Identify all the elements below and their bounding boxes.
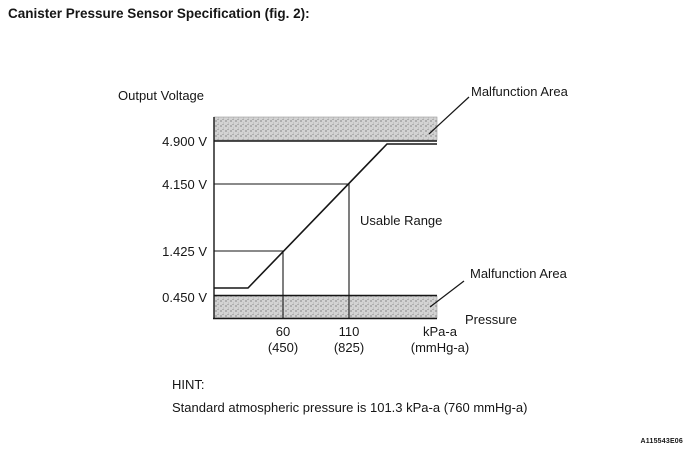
pointer-line-malfunction-top — [428, 96, 470, 135]
y-tick-4150: 4.150 V — [162, 177, 207, 192]
x-tick-60: 60 — [275, 324, 291, 339]
malfunction-band-top — [213, 116, 438, 141]
x-unit-mmhg: (mmHg-a) — [410, 340, 470, 355]
y-tick-1425: 1.425 V — [162, 244, 207, 259]
x-tick-110: 110 — [338, 324, 360, 339]
x-tick-450: (450) — [267, 340, 299, 355]
malfunction-area-label-bottom: Malfunction Area — [470, 266, 567, 281]
malfunction-area-label-top: Malfunction Area — [471, 84, 568, 99]
y-axis-title: Output Voltage — [118, 88, 205, 103]
figure-code: A115543E06 — [640, 438, 683, 445]
x-unit-kpa: kPa-a — [423, 324, 457, 339]
y-tick-0450: 0.450 V — [162, 290, 207, 305]
hint-text: Standard atmospheric pressure is 101.3 k… — [172, 400, 528, 415]
y-tick-4900: 4.900 V — [162, 134, 207, 149]
usable-range-label: Usable Range — [360, 213, 443, 228]
x-tick-825: (825) — [333, 340, 365, 355]
hint-label: HINT: — [172, 377, 205, 392]
pointer-line-malfunction-bottom — [429, 280, 465, 308]
page-title: Canister Pressure Sensor Specification (… — [8, 6, 310, 21]
malfunction-band-bottom — [213, 295, 438, 319]
sensor-output-curve — [214, 143, 437, 289]
x-axis-title: Pressure — [465, 312, 518, 327]
